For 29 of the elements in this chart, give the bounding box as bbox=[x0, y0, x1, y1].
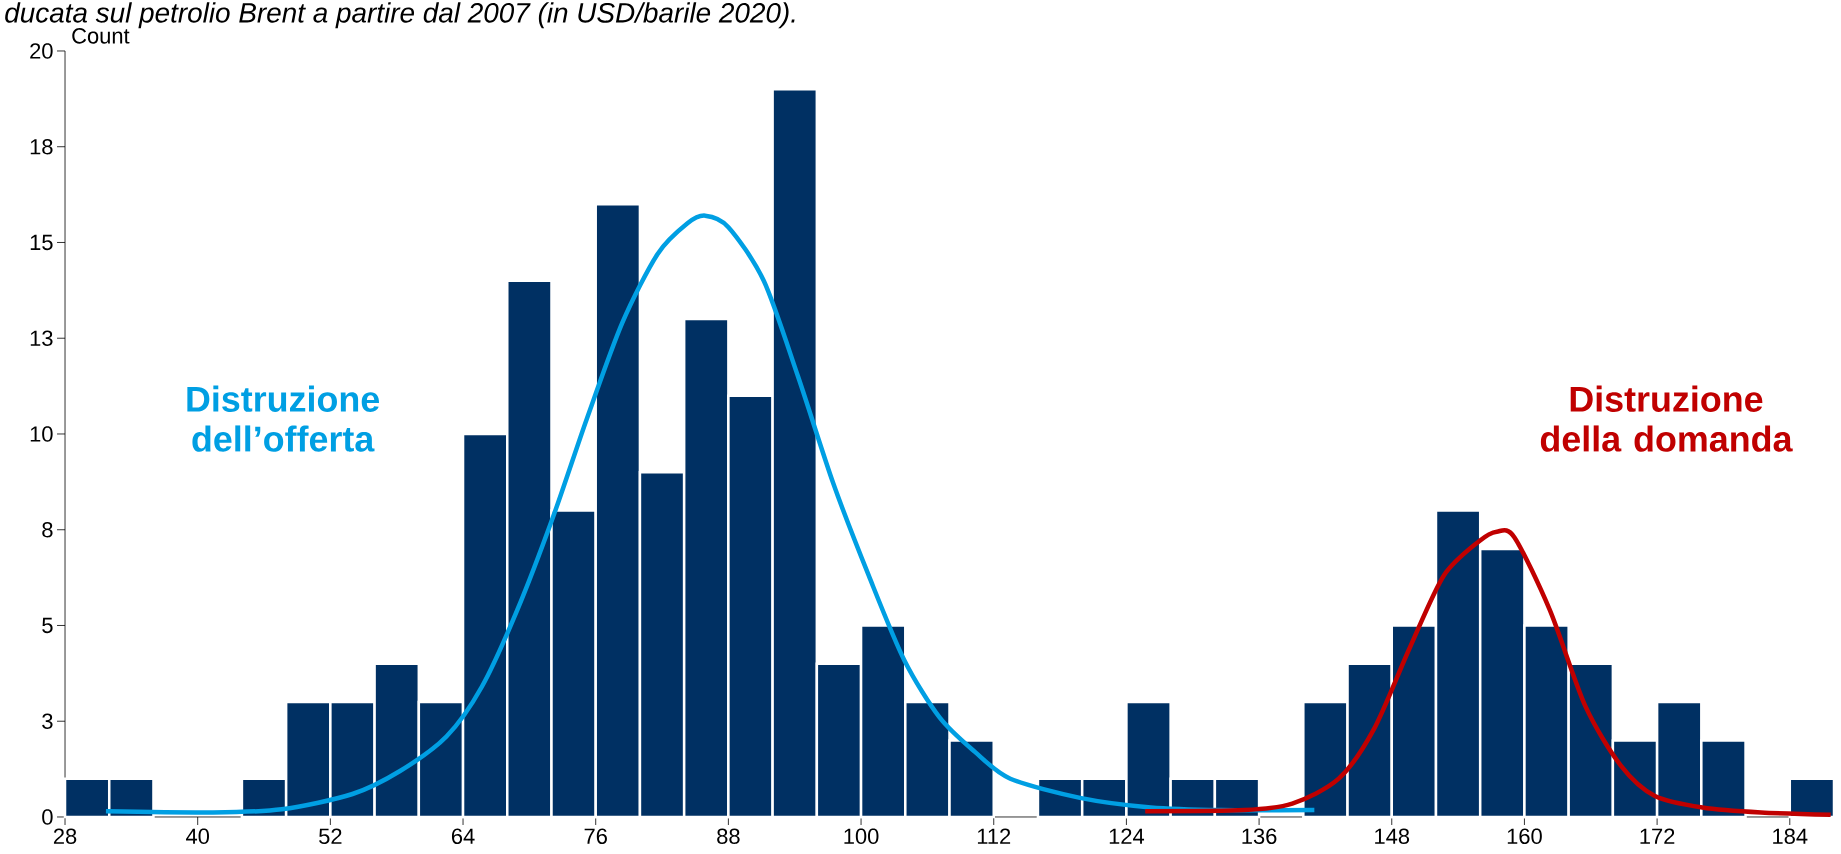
y-tick-label: 20 bbox=[30, 43, 53, 59]
x-tick-label: 100 bbox=[844, 828, 879, 845]
text: Distruzione dell’offerta bbox=[187, 385, 380, 452]
y-tick-label: 5 bbox=[42, 617, 53, 634]
x-tick-label: 136 bbox=[1242, 828, 1277, 845]
y-tick-label: 18 bbox=[30, 138, 53, 155]
y-tick-label: 15 bbox=[30, 234, 53, 251]
x-tick-label: 88 bbox=[717, 828, 740, 845]
x-tick-label: 76 bbox=[584, 828, 607, 845]
x-tick-label: 52 bbox=[319, 828, 342, 845]
y-axis-title: Count bbox=[72, 28, 130, 44]
x-tick-label: 124 bbox=[1109, 828, 1145, 844]
y-tick-label: 3 bbox=[42, 713, 53, 729]
x-tick-label: 112 bbox=[977, 828, 1011, 844]
line-series bbox=[103, 213, 1317, 815]
text: Distruzione della domanda bbox=[1540, 385, 1793, 452]
x-tick-label: 28 bbox=[53, 828, 77, 845]
x-tick-label: 160 bbox=[1507, 828, 1542, 845]
x-tick-label: 172 bbox=[1640, 828, 1675, 844]
x-tick-label: 148 bbox=[1375, 828, 1410, 845]
x-tick-label: 64 bbox=[451, 828, 475, 845]
x-tick-label: 40 bbox=[186, 828, 210, 845]
y-tick-label: 13 bbox=[30, 330, 53, 346]
chart-title: ducata sul petrolio Brent a partire dal 2007 (in USD/barile 2020). bbox=[5, 2, 795, 29]
y-tick-label: 0 bbox=[42, 809, 53, 825]
y-tick-label: 8 bbox=[42, 521, 53, 538]
y-tick-label: 10 bbox=[30, 426, 53, 442]
line-series bbox=[1142, 528, 1833, 817]
x-tick-label: 184 bbox=[1773, 828, 1808, 845]
